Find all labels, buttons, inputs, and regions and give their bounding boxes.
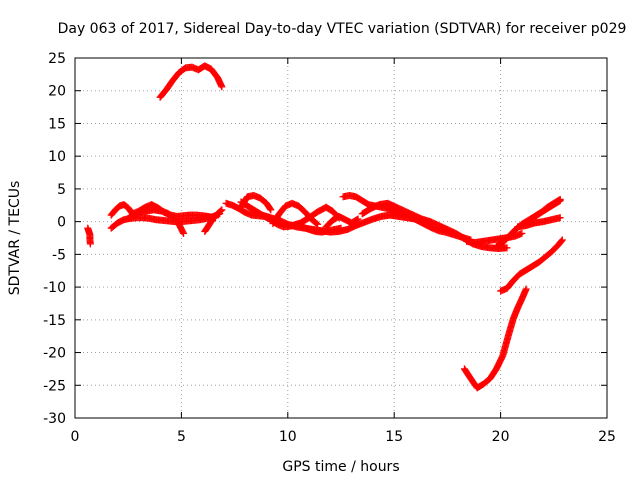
data-point xyxy=(217,207,225,215)
y-tick-label: 20 xyxy=(48,84,66,100)
series-arc-17 xyxy=(514,214,564,231)
y-tick-label: 15 xyxy=(48,116,66,132)
x-tick-label: 20 xyxy=(492,429,510,445)
y-tick-label: -30 xyxy=(43,411,66,427)
data-point xyxy=(86,240,94,248)
y-tick-label: 25 xyxy=(48,51,66,67)
series-arc-05 xyxy=(201,206,226,235)
axis-ticks: 0 5 10 15 20 25 -30 -25 -20 -15 -10 -5 0 5 10 15 20 25 xyxy=(43,51,616,445)
series-arc-06 xyxy=(156,62,226,101)
series-arc-18 xyxy=(529,195,564,222)
x-tick-label: 15 xyxy=(385,429,403,445)
data-point xyxy=(314,220,322,228)
y-tick-label: -5 xyxy=(52,247,66,263)
y-tick-label: -20 xyxy=(43,346,66,362)
x-tick-label: 0 xyxy=(71,429,80,445)
series-arc-11 xyxy=(288,203,343,230)
y-tick-label: -15 xyxy=(43,313,66,329)
y-tick-label: 5 xyxy=(57,182,66,198)
data-point xyxy=(218,206,226,214)
data-point xyxy=(353,216,361,224)
x-tick-label: 10 xyxy=(279,429,297,445)
y-tick-label: -10 xyxy=(43,280,66,296)
data-point xyxy=(266,205,274,213)
chart-title: Day 063 of 2017, Sidereal Day-to-day VTE… xyxy=(58,21,627,37)
y-axis-label: SDTVAR / TECUs xyxy=(7,181,23,296)
data-point xyxy=(354,215,362,223)
series-arc-01 xyxy=(84,224,94,248)
x-tick-label: 25 xyxy=(598,429,616,445)
y-tick-label: 0 xyxy=(57,215,66,231)
data-point xyxy=(556,195,564,203)
data-point xyxy=(555,196,563,204)
plot-frame xyxy=(74,57,608,419)
y-tick-label: -25 xyxy=(43,378,66,394)
data-point xyxy=(518,229,526,237)
series-arc-12 xyxy=(322,212,362,231)
gridlines xyxy=(75,58,607,418)
data-point xyxy=(503,244,511,252)
series-arc-20 xyxy=(460,285,530,392)
data-point xyxy=(180,229,188,237)
data-point xyxy=(556,214,564,222)
series-arc-08 xyxy=(237,191,275,214)
data-point xyxy=(218,83,226,91)
y-tick-label: 10 xyxy=(48,149,66,165)
data-point xyxy=(557,237,565,245)
data-point xyxy=(313,219,321,227)
series-arc-10 xyxy=(269,199,322,228)
data-point xyxy=(522,285,530,293)
series-arc-04 xyxy=(124,206,188,237)
data-points xyxy=(84,62,566,392)
data-point xyxy=(558,236,566,244)
x-tick-label: 5 xyxy=(177,429,186,445)
x-axis-label: GPS time / hours xyxy=(282,459,399,475)
data-point xyxy=(267,206,275,214)
series-arc-19 xyxy=(497,236,566,295)
